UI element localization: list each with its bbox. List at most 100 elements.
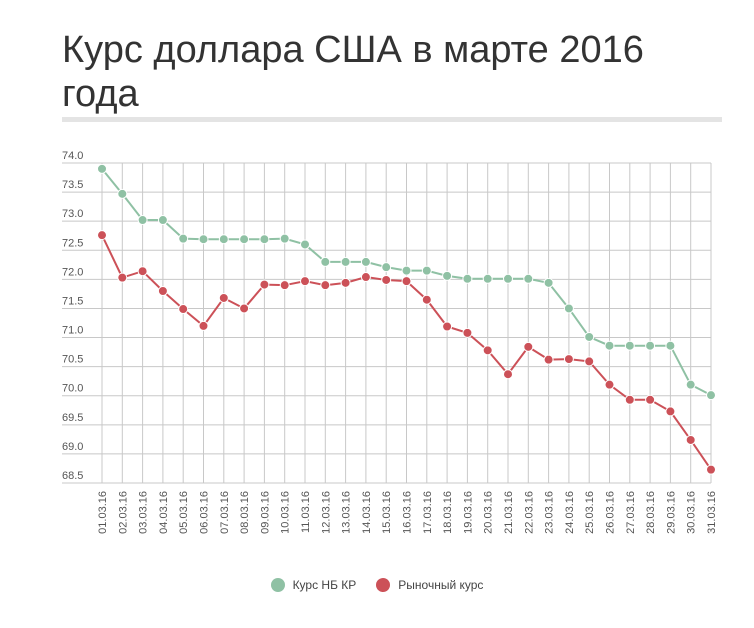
- data-point[interactable]: [604, 340, 615, 351]
- data-point[interactable]: [421, 265, 432, 276]
- x-tick-label: 27.03.16: [625, 491, 637, 534]
- data-point[interactable]: [279, 280, 290, 291]
- data-point[interactable]: [381, 262, 392, 273]
- legend-swatch-nb-kr: [270, 578, 285, 592]
- data-point[interactable]: [178, 304, 189, 315]
- data-point[interactable]: [624, 394, 635, 405]
- x-tick-label: 20.03.16: [483, 491, 495, 534]
- data-point[interactable]: [259, 279, 270, 290]
- x-tick-label: 10.03.16: [280, 491, 292, 534]
- data-point[interactable]: [381, 274, 392, 285]
- data-point[interactable]: [157, 286, 168, 296]
- data-point[interactable]: [523, 273, 534, 284]
- data-point[interactable]: [218, 234, 229, 245]
- x-tick-label: 30.03.16: [686, 491, 698, 534]
- legend-swatch-market: [376, 578, 391, 592]
- data-point[interactable]: [178, 233, 189, 244]
- y-tick-label: 72.5: [62, 237, 83, 249]
- data-point[interactable]: [198, 234, 209, 245]
- data-point[interactable]: [97, 163, 107, 174]
- x-tick-label: 13.03.16: [341, 491, 353, 534]
- data-point[interactable]: [442, 321, 453, 332]
- data-point[interactable]: [503, 369, 513, 380]
- data-point[interactable]: [685, 434, 696, 445]
- x-tick-label: 31.03.16: [706, 491, 718, 534]
- data-point[interactable]: [401, 276, 412, 287]
- data-point[interactable]: [462, 327, 473, 338]
- data-point[interactable]: [685, 379, 696, 390]
- data-point[interactable]: [97, 230, 107, 241]
- x-tick-label: 04.03.16: [158, 491, 170, 534]
- data-point[interactable]: [117, 188, 128, 199]
- x-tick-label: 16.03.16: [402, 491, 414, 534]
- legend-item-nb-kr[interactable]: Курс НБ КР: [270, 578, 357, 592]
- y-tick-label: 69.5: [62, 412, 83, 424]
- data-point[interactable]: [706, 464, 716, 475]
- data-point[interactable]: [300, 276, 310, 287]
- x-tick-label: 18.03.16: [442, 491, 454, 534]
- data-point[interactable]: [421, 294, 432, 305]
- y-tick-label: 71.5: [62, 295, 83, 307]
- data-point[interactable]: [300, 239, 310, 250]
- data-point[interactable]: [665, 406, 676, 417]
- data-point[interactable]: [604, 379, 615, 390]
- x-tick-label: 22.03.16: [523, 491, 535, 534]
- x-tick-label: 03.03.16: [138, 491, 150, 534]
- y-tick-label: 70.5: [62, 354, 83, 366]
- chart-title: Курс доллара США в марте 2016 года: [62, 29, 644, 115]
- data-point[interactable]: [503, 273, 513, 284]
- data-point[interactable]: [360, 272, 371, 283]
- data-point[interactable]: [401, 265, 412, 276]
- legend-label-nb-kr: Курс НБ КР: [292, 578, 357, 592]
- data-point[interactable]: [584, 331, 595, 342]
- data-point[interactable]: [543, 277, 554, 288]
- data-point[interactable]: [624, 340, 635, 351]
- y-tick-label: 73.5: [62, 179, 83, 191]
- data-point[interactable]: [645, 340, 656, 351]
- x-tick-label: 14.03.16: [361, 491, 373, 534]
- data-point[interactable]: [198, 320, 209, 331]
- grid-lines: [62, 162, 712, 484]
- data-point[interactable]: [239, 234, 250, 245]
- x-tick-label: 17.03.16: [422, 491, 434, 534]
- data-point[interactable]: [442, 270, 453, 281]
- data-point[interactable]: [584, 356, 595, 367]
- x-tick-label: 11.03.16: [300, 491, 312, 533]
- legend-item-market[interactable]: Рыночный курс: [376, 578, 483, 592]
- x-tick-label: 29.03.16: [665, 491, 677, 534]
- data-point[interactable]: [218, 292, 229, 303]
- data-point[interactable]: [259, 234, 270, 245]
- y-tick-label: 70.0: [62, 383, 83, 395]
- data-point[interactable]: [645, 394, 656, 405]
- data-point[interactable]: [137, 215, 148, 226]
- data-point[interactable]: [239, 303, 250, 314]
- data-point[interactable]: [320, 256, 331, 267]
- legend-label-market: Рыночный курс: [398, 578, 484, 592]
- x-tick-label: 12.03.16: [320, 491, 332, 534]
- series-0: [97, 163, 716, 401]
- data-point[interactable]: [706, 390, 716, 401]
- x-tick-label: 23.03.16: [544, 491, 556, 534]
- data-point[interactable]: [482, 273, 493, 284]
- data-point[interactable]: [340, 256, 351, 267]
- x-tick-label: 28.03.16: [645, 491, 657, 534]
- x-tick-label: 26.03.16: [605, 491, 617, 534]
- y-tick-label: 72.0: [62, 266, 83, 278]
- data-point[interactable]: [320, 280, 331, 291]
- data-point[interactable]: [462, 273, 473, 284]
- data-point[interactable]: [563, 354, 574, 365]
- data-point[interactable]: [117, 272, 128, 283]
- y-tick-label: 69.0: [62, 441, 83, 453]
- data-point[interactable]: [543, 354, 554, 365]
- data-point[interactable]: [665, 340, 676, 351]
- data-point[interactable]: [482, 345, 493, 356]
- data-point[interactable]: [340, 277, 351, 288]
- data-point[interactable]: [279, 233, 290, 244]
- y-tick-label: 73.0: [62, 208, 83, 220]
- data-point[interactable]: [523, 341, 534, 352]
- data-point[interactable]: [360, 256, 371, 267]
- data-point[interactable]: [157, 215, 168, 226]
- data-point[interactable]: [137, 266, 148, 277]
- data-point[interactable]: [563, 303, 574, 314]
